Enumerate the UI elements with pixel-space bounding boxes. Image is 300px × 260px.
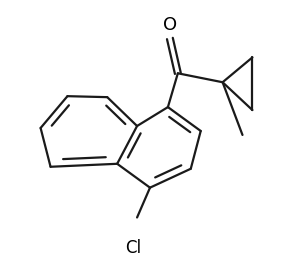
Text: O: O [163, 16, 177, 34]
Text: Cl: Cl [125, 239, 141, 257]
